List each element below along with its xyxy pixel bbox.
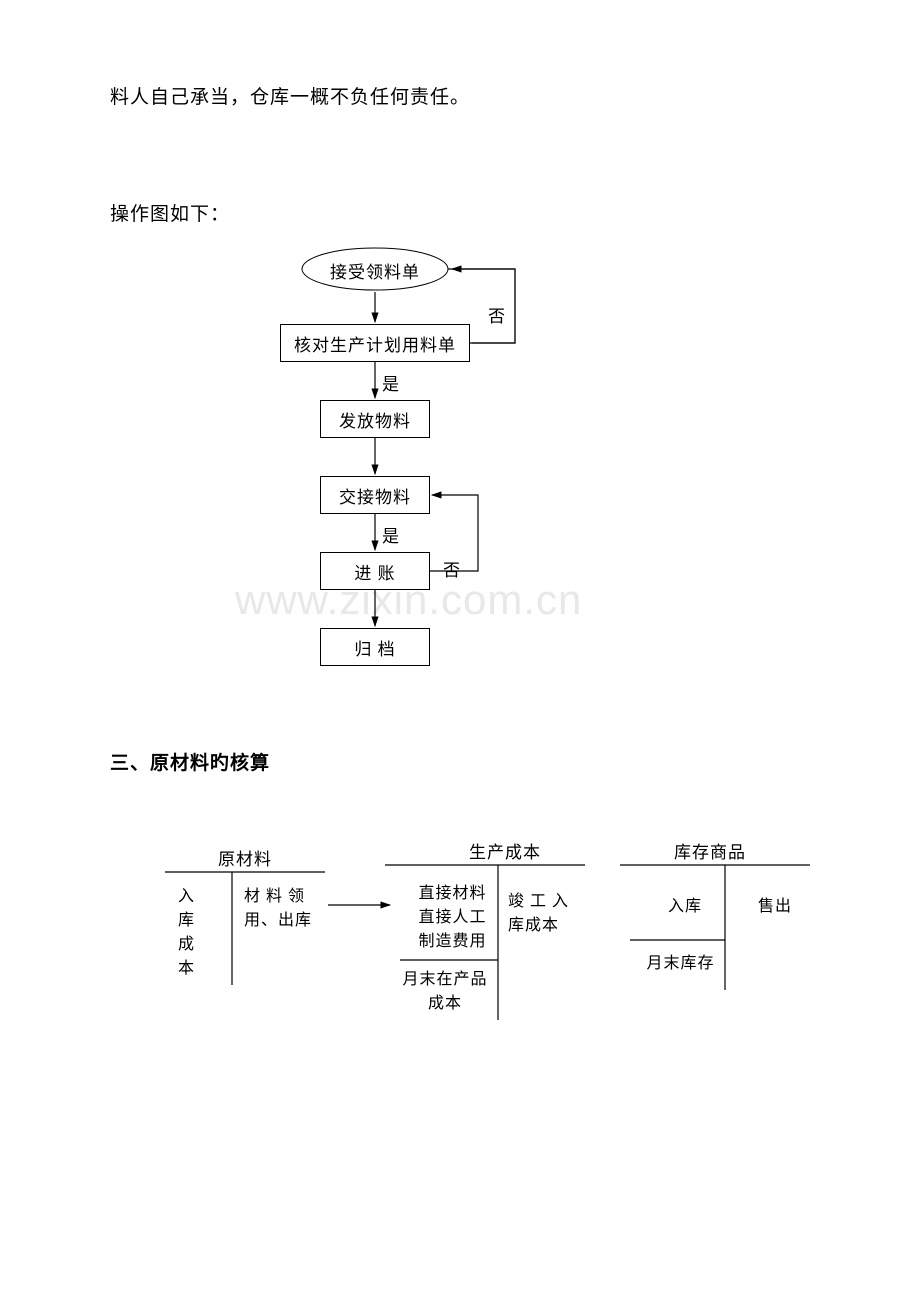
flow-node-issue: 发放物料 — [320, 400, 430, 438]
page-root: 料人自己承当，仓库一概不负任何责任。 操作图如下： www.zixin.com.… — [0, 0, 920, 1302]
flow-label-no2: 否 — [443, 556, 461, 581]
t-account-lines — [0, 0, 920, 1100]
flow-node-post: 进 账 — [320, 552, 430, 590]
flow-node-archive: 归 档 — [320, 628, 430, 666]
flow-label-yes1: 是 — [382, 370, 400, 395]
flow-label-no1: 否 — [488, 302, 506, 327]
t-accounts: 原材料 生产成本 库存商品 入库成本 材 料 领用、出库 — [0, 0, 920, 1100]
flow-node-handover: 交接物料 — [320, 476, 430, 514]
flow-label-yes2: 是 — [382, 522, 400, 547]
flow-start-label: 接受领料单 — [300, 258, 450, 283]
flow-node-check: 核对生产计划用料单 — [280, 324, 470, 362]
